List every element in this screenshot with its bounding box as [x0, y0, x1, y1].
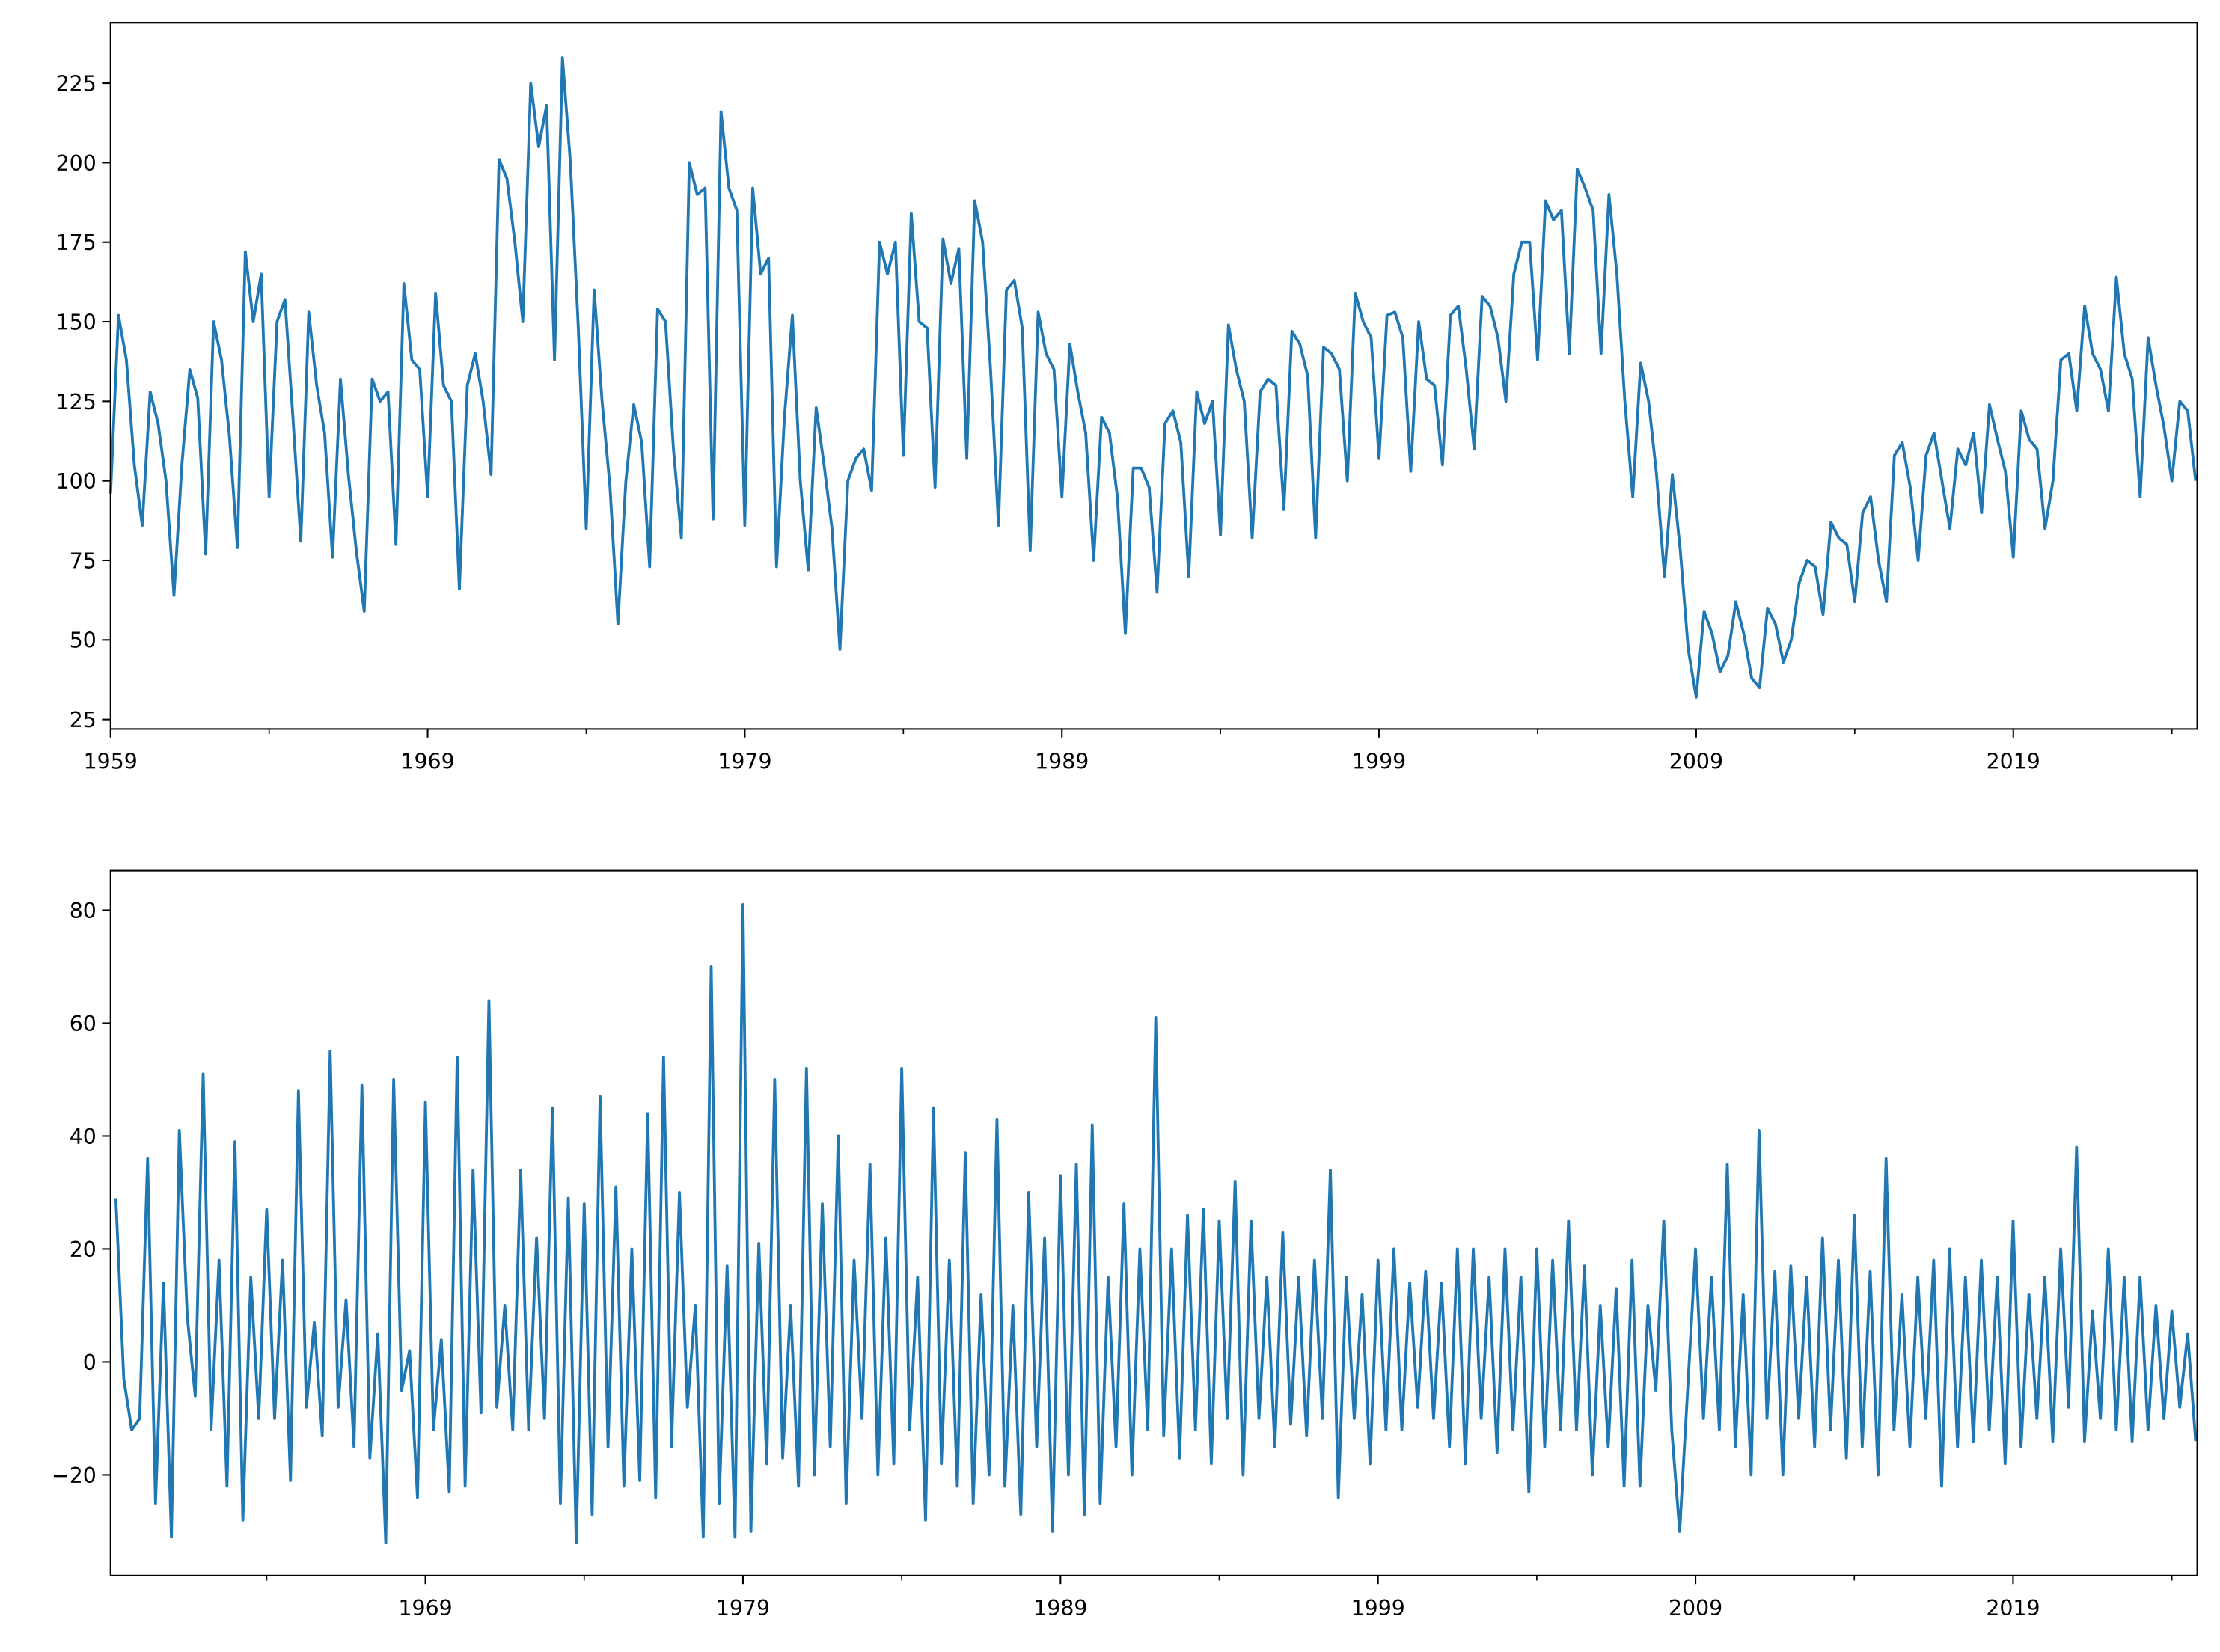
axes-frame — [109, 869, 2198, 1576]
axes-frame — [109, 22, 2198, 730]
data-line — [114, 903, 2198, 1544]
x-tick-label: 1999 — [1352, 749, 1406, 774]
y-tick-label: 200 — [56, 151, 97, 176]
y-tick-label: 40 — [70, 1125, 97, 1149]
y-tick-label: 25 — [70, 708, 97, 732]
y-tick-label: 125 — [56, 390, 97, 414]
y-tick-label: 150 — [56, 310, 97, 334]
x-tick-label: 1979 — [718, 749, 771, 774]
x-tick-label: 2019 — [1987, 749, 2040, 774]
x-tick-label: 1989 — [1035, 749, 1089, 774]
x-tick-label: 1959 — [84, 749, 138, 774]
data-line — [108, 56, 2198, 699]
x-tick-label: 2019 — [1986, 1596, 2040, 1621]
y-tick-label: 225 — [56, 71, 97, 96]
y-tick-label: 50 — [70, 628, 97, 653]
x-tick-label: 1969 — [400, 749, 454, 774]
y-tick-label: 80 — [70, 899, 97, 923]
y-tick-label: 75 — [70, 548, 97, 573]
y-tick-label: 60 — [70, 1012, 97, 1036]
x-tick-label: 2009 — [1669, 1596, 1722, 1621]
y-tick-label: 20 — [70, 1238, 97, 1262]
y-tick-label: 0 — [83, 1350, 97, 1375]
x-tick-label: 2009 — [1669, 749, 1723, 774]
x-tick-label: 1989 — [1033, 1596, 1087, 1621]
x-tick-label: 1969 — [398, 1596, 452, 1621]
y-tick-label: 175 — [56, 230, 97, 255]
y-tick-label: −20 — [52, 1463, 97, 1488]
y-tick-label: 100 — [56, 469, 97, 494]
x-tick-label: 1999 — [1351, 1596, 1405, 1621]
x-tick-label: 1979 — [716, 1596, 770, 1621]
